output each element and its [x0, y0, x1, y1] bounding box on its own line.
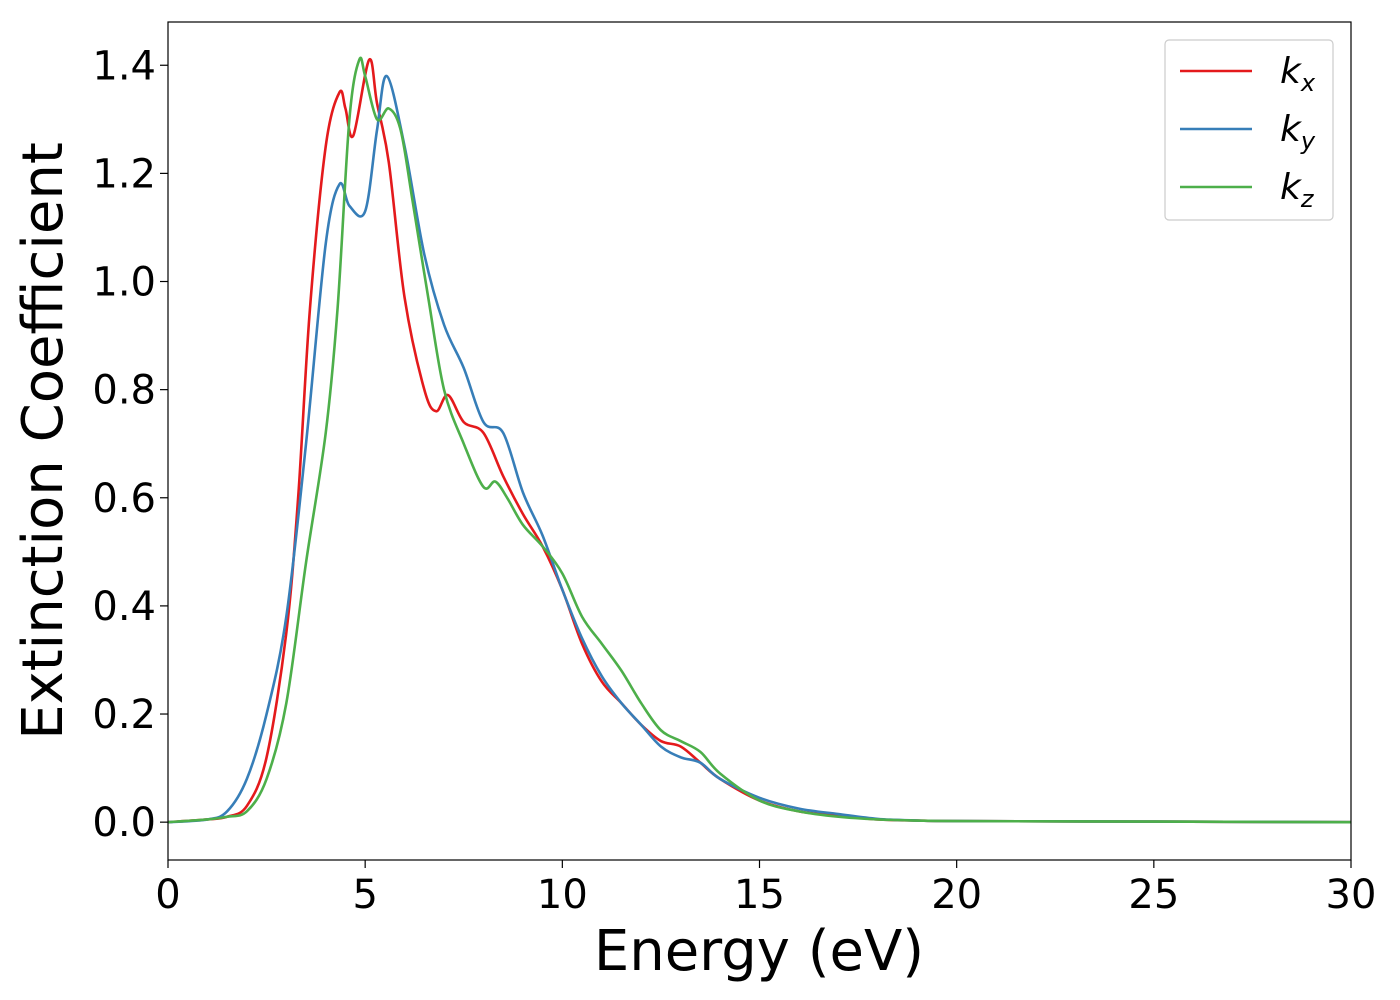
y-tick-label: 0.0 [92, 800, 156, 846]
legend-label-z: kz [1280, 167, 1315, 213]
series-line-y [168, 74, 1351, 824]
y-axis: 0.0 0.2 0.4 0.6 0.8 1.0 1.2 1.4 [92, 43, 168, 846]
y-tick-label: 0.2 [92, 692, 156, 738]
y-tick-label: 0.8 [92, 368, 156, 414]
x-tick-label: 30 [1326, 872, 1377, 918]
x-axis: 0 5 10 15 20 25 30 [155, 860, 1376, 918]
y-tick-label: 0.6 [92, 476, 156, 522]
x-tick-label: 5 [352, 872, 377, 918]
legend-label-y: ky [1280, 109, 1316, 155]
legend-label-sub: z [1300, 185, 1315, 213]
y-tick-label: 1.0 [92, 260, 156, 306]
legend-label-main: k [1280, 109, 1303, 150]
legend-label-main: k [1280, 167, 1303, 208]
x-tick-label: 15 [734, 872, 785, 918]
legend-label-x: kx [1280, 51, 1316, 97]
legend-label-main: k [1280, 51, 1303, 92]
y-tick-label: 1.2 [92, 151, 156, 197]
y-tick-label: 1.4 [92, 43, 156, 89]
x-tick-label: 0 [155, 872, 180, 918]
x-tick-label: 25 [1128, 872, 1179, 918]
legend-label-sub: y [1300, 127, 1316, 155]
y-axis-title: Extinction Coefficient [11, 142, 76, 740]
x-tick-label: 10 [537, 872, 588, 918]
x-axis-title: Energy (eV) [594, 919, 924, 984]
legend-label-sub: x [1300, 69, 1316, 97]
series-layer [168, 56, 1351, 824]
y-tick-label: 0.4 [92, 584, 156, 630]
series-line-z [168, 56, 1351, 824]
x-tick-label: 20 [931, 872, 982, 918]
